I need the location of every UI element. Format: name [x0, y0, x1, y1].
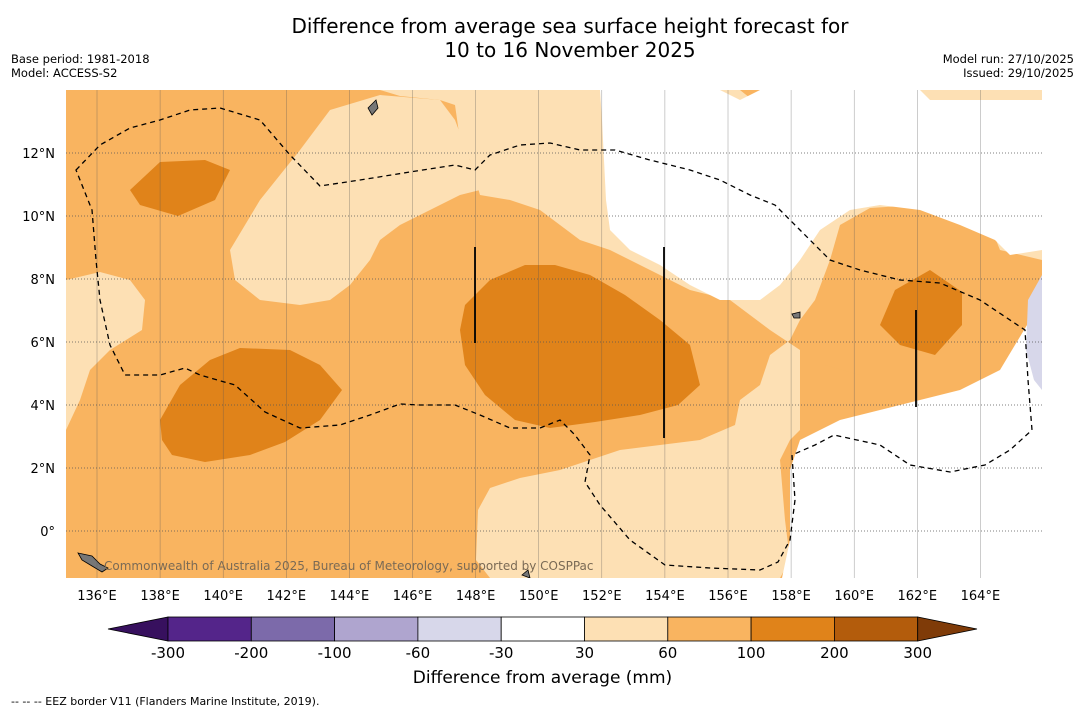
- colorbar-bin: [667, 616, 752, 642]
- colorbar-extend-high: [917, 616, 978, 642]
- colorbar-bin: [417, 616, 502, 642]
- lon-tick-label: 146°E: [393, 589, 433, 604]
- lon-tick-label: 138°E: [140, 589, 180, 604]
- base-period: Base period: 1981-2018: [11, 52, 150, 66]
- colorbar-title: Difference from average (mm): [412, 668, 673, 688]
- lon-axis: 136°E 138°E 140°E 142°E 144°E 146°E 148°E 150°E…: [77, 589, 1000, 604]
- credit-text: Commonwealth of Australia 2025, Bureau o…: [104, 559, 594, 573]
- lon-tick-label: 156°E: [708, 589, 748, 604]
- colorbar-tick-label: 300: [903, 644, 932, 662]
- colorbar-bin: [834, 616, 919, 642]
- lon-tick-label: 142°E: [267, 589, 307, 604]
- lat-tick-label: 6°N: [31, 336, 56, 351]
- anomaly-100-200-central: [460, 265, 700, 428]
- anomaly-30-60-tongue: [230, 95, 480, 305]
- colorbar-bin: [750, 616, 835, 642]
- lat-tick-label: 0°: [40, 525, 55, 540]
- gridlines: [66, 90, 1042, 578]
- colorbar-tick-label: 200: [820, 644, 849, 662]
- lon-tick-label: 150°E: [519, 589, 559, 604]
- lon-tick-label: 158°E: [771, 589, 811, 604]
- island: [521, 569, 531, 578]
- lat-tick-label: 10°N: [22, 210, 55, 225]
- meta-left: Base period: 1981-2018 Model: ACCESS-S2: [11, 52, 150, 80]
- anomaly-100-200-east: [880, 270, 962, 355]
- colorbar-bin: [500, 616, 585, 642]
- colorbar-tick-label: -200: [234, 644, 268, 662]
- anomaly-100-200-nw: [130, 160, 230, 216]
- colorbar-extend-low: [107, 616, 169, 642]
- lon-tick-label: 144°E: [330, 589, 370, 604]
- island: [77, 552, 109, 573]
- chart-title: Difference from average sea surface heig…: [220, 14, 920, 62]
- colorbar-tick-label: 100: [737, 644, 766, 662]
- lon-tick-label: 164°E: [961, 589, 1001, 604]
- model-run: Model run: 27/10/2025: [942, 52, 1074, 66]
- lat-tick-label: 4°N: [31, 399, 56, 414]
- map-panel: Commonwealth of Australia 2025, Bureau o…: [66, 90, 1042, 578]
- anomaly-neutral-southeast: [782, 300, 1042, 578]
- colorbar-bin: [334, 616, 419, 642]
- lon-tick-label: 148°E: [456, 589, 496, 604]
- lon-tick-label: 152°E: [582, 589, 622, 604]
- meta-right: Model run: 27/10/2025 Issued: 29/10/2025: [943, 52, 1074, 80]
- lat-tick-label: 8°N: [31, 273, 56, 288]
- lon-tick-label: 140°E: [203, 589, 243, 604]
- colorbar-tick-label: 30: [575, 644, 594, 662]
- lat-axis: 12°N 10°N 8°N 6°N 4°N 2°N 0°: [22, 147, 55, 540]
- lon-tick-label: 136°E: [77, 589, 117, 604]
- footnote: -- -- -- EEZ border V11 (Flanders Marine…: [11, 695, 320, 708]
- lat-tick-label: 12°N: [22, 147, 55, 162]
- colorbar-tick-label: -300: [151, 644, 185, 662]
- lon-tick-label: 160°E: [834, 589, 874, 604]
- anomaly-30-60-north: [380, 90, 1042, 578]
- anomaly-neutral-north: [600, 90, 1042, 300]
- colorbar: -300 -200 -100 -60 -30 30 60 100 200 300: [107, 616, 978, 662]
- lat-tick-label: 2°N: [31, 462, 56, 477]
- colorbar-bin: [584, 616, 669, 642]
- colorbar-bin: [167, 616, 252, 642]
- title-line-1: Difference from average sea surface heig…: [291, 14, 849, 38]
- colorbar-tick-label: -30: [489, 644, 514, 662]
- colorbar-tick-label: -100: [318, 644, 352, 662]
- colorbar-bin: [250, 616, 336, 642]
- island: [791, 311, 801, 319]
- colorbar-tick-label: -60: [406, 644, 431, 662]
- lon-tick-label: 154°E: [645, 589, 685, 604]
- issued-date: Issued: 29/10/2025: [963, 66, 1074, 80]
- island: [367, 99, 379, 116]
- anomaly-negative-patch: [1026, 275, 1042, 390]
- lon-tick-label: 162°E: [898, 589, 938, 604]
- anomaly-30-60-west: [66, 272, 145, 430]
- model-name: Model: ACCESS-S2: [11, 66, 118, 80]
- colorbar-tick-label: 60: [658, 644, 677, 662]
- eez-border: [75, 107, 1033, 571]
- title-line-2: 10 to 16 November 2025: [444, 38, 696, 62]
